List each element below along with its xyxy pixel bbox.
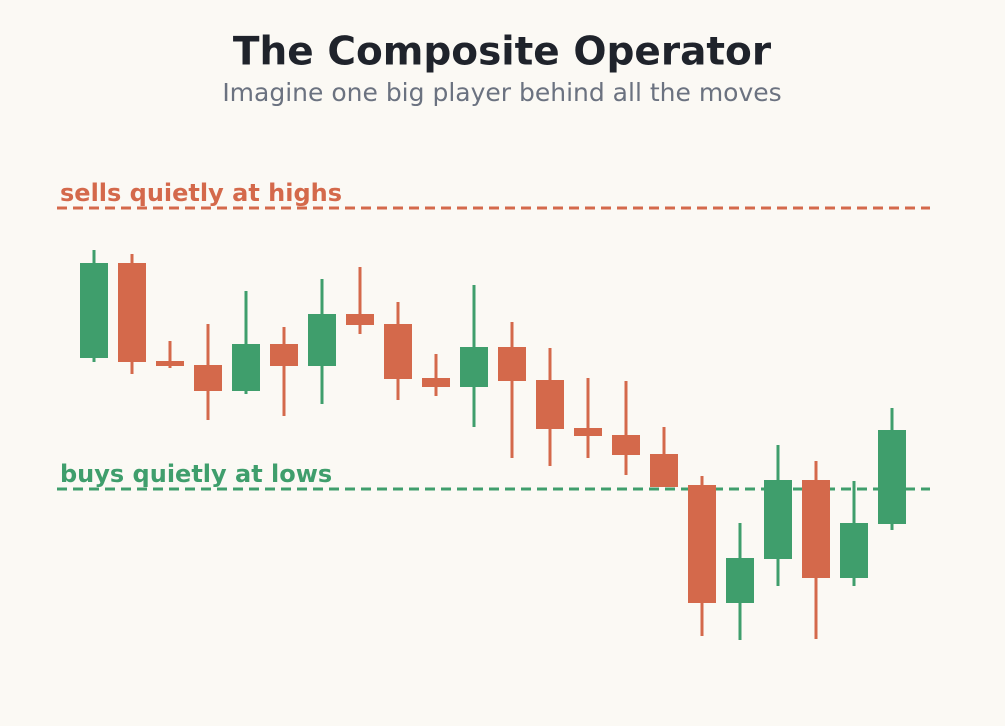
candle-body: [194, 365, 222, 391]
candle-body: [574, 428, 602, 436]
annotation-label: sells quietly at highs: [60, 179, 342, 207]
candle-body: [878, 430, 906, 524]
candle-body: [498, 347, 526, 381]
chart-subtitle: Imagine one big player behind all the mo…: [222, 78, 781, 107]
candle-body: [384, 324, 412, 379]
candle-body: [536, 380, 564, 429]
candle-body: [688, 485, 716, 603]
candle-body: [156, 361, 184, 366]
chart-title: The Composite Operator: [233, 30, 772, 75]
candle-body: [232, 344, 260, 391]
candle-body: [650, 454, 678, 487]
candle-body: [726, 558, 754, 603]
candle-body: [346, 314, 374, 325]
candle-body: [118, 263, 146, 362]
candle-body: [308, 314, 336, 366]
candle-body: [460, 347, 488, 387]
candle-body: [802, 480, 830, 578]
candle-body: [270, 344, 298, 366]
candle-body: [764, 480, 792, 559]
candle-body: [422, 378, 450, 387]
candle-body: [80, 263, 108, 358]
annotation-label: buys quietly at lows: [60, 460, 332, 488]
candle-body: [612, 435, 640, 455]
candle-body: [840, 523, 868, 578]
